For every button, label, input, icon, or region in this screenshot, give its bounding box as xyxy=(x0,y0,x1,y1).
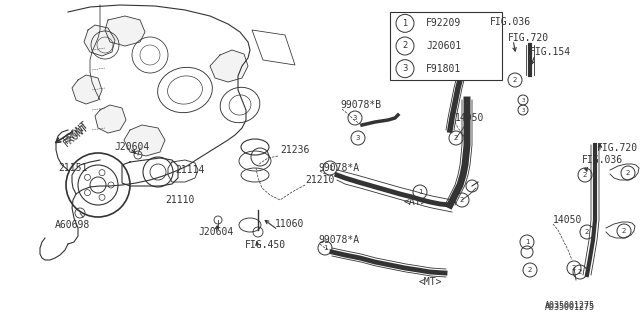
Text: 21114: 21114 xyxy=(175,165,204,175)
Text: 2: 2 xyxy=(572,265,576,271)
Polygon shape xyxy=(210,50,248,82)
Polygon shape xyxy=(95,105,126,133)
Text: 11060: 11060 xyxy=(275,219,305,229)
Text: 21210: 21210 xyxy=(305,175,334,185)
Text: 2: 2 xyxy=(460,197,464,203)
Text: 3: 3 xyxy=(521,98,525,102)
Text: J20601: J20601 xyxy=(426,41,461,51)
FancyBboxPatch shape xyxy=(390,12,502,80)
Text: FIG.720: FIG.720 xyxy=(508,33,549,43)
Text: 1: 1 xyxy=(403,19,408,28)
Text: FIG.450: FIG.450 xyxy=(245,240,286,250)
Text: FIG.036: FIG.036 xyxy=(490,17,531,27)
Polygon shape xyxy=(84,25,115,56)
Text: FIG.720: FIG.720 xyxy=(597,143,638,153)
Text: 3: 3 xyxy=(356,135,360,141)
Text: FIG.154: FIG.154 xyxy=(530,47,571,57)
Text: 2: 2 xyxy=(622,228,626,234)
Text: F91801: F91801 xyxy=(426,64,461,74)
Text: <AT>: <AT> xyxy=(403,197,427,207)
Text: 14050: 14050 xyxy=(455,113,484,123)
Text: 1: 1 xyxy=(525,239,529,245)
Text: 14050: 14050 xyxy=(553,215,582,225)
Text: 2: 2 xyxy=(513,77,517,83)
Text: 1: 1 xyxy=(323,245,327,251)
Text: 99078*B: 99078*B xyxy=(340,100,381,110)
Text: A035001275: A035001275 xyxy=(545,300,595,309)
Polygon shape xyxy=(124,125,165,156)
Text: 21151: 21151 xyxy=(58,163,88,173)
Text: 21110: 21110 xyxy=(165,195,195,205)
Text: 2: 2 xyxy=(585,229,589,235)
Text: 3: 3 xyxy=(521,108,525,113)
Text: 2: 2 xyxy=(578,269,582,275)
Text: 1: 1 xyxy=(328,165,332,171)
Text: <MT>: <MT> xyxy=(419,277,442,287)
Text: J20604: J20604 xyxy=(198,227,233,237)
Text: 99078*A: 99078*A xyxy=(318,235,359,245)
Text: 2: 2 xyxy=(583,172,587,178)
Text: 2: 2 xyxy=(403,42,408,51)
Text: F92209: F92209 xyxy=(426,18,461,28)
Text: 2: 2 xyxy=(626,170,630,176)
Polygon shape xyxy=(105,16,145,46)
Text: 2: 2 xyxy=(528,267,532,273)
Polygon shape xyxy=(72,75,102,104)
Text: 3: 3 xyxy=(353,115,357,121)
Text: J20604: J20604 xyxy=(114,142,149,152)
Text: A035001275: A035001275 xyxy=(545,303,595,313)
Text: 21236: 21236 xyxy=(280,145,309,155)
Text: 1: 1 xyxy=(418,189,422,195)
Text: 3: 3 xyxy=(403,64,408,73)
Text: FRONT: FRONT xyxy=(62,119,91,145)
Text: 99078*A: 99078*A xyxy=(318,163,359,173)
Text: A60698: A60698 xyxy=(55,220,90,230)
Text: 2: 2 xyxy=(454,135,458,141)
Text: FRONT: FRONT xyxy=(62,122,91,148)
Text: FIG.036: FIG.036 xyxy=(582,155,623,165)
